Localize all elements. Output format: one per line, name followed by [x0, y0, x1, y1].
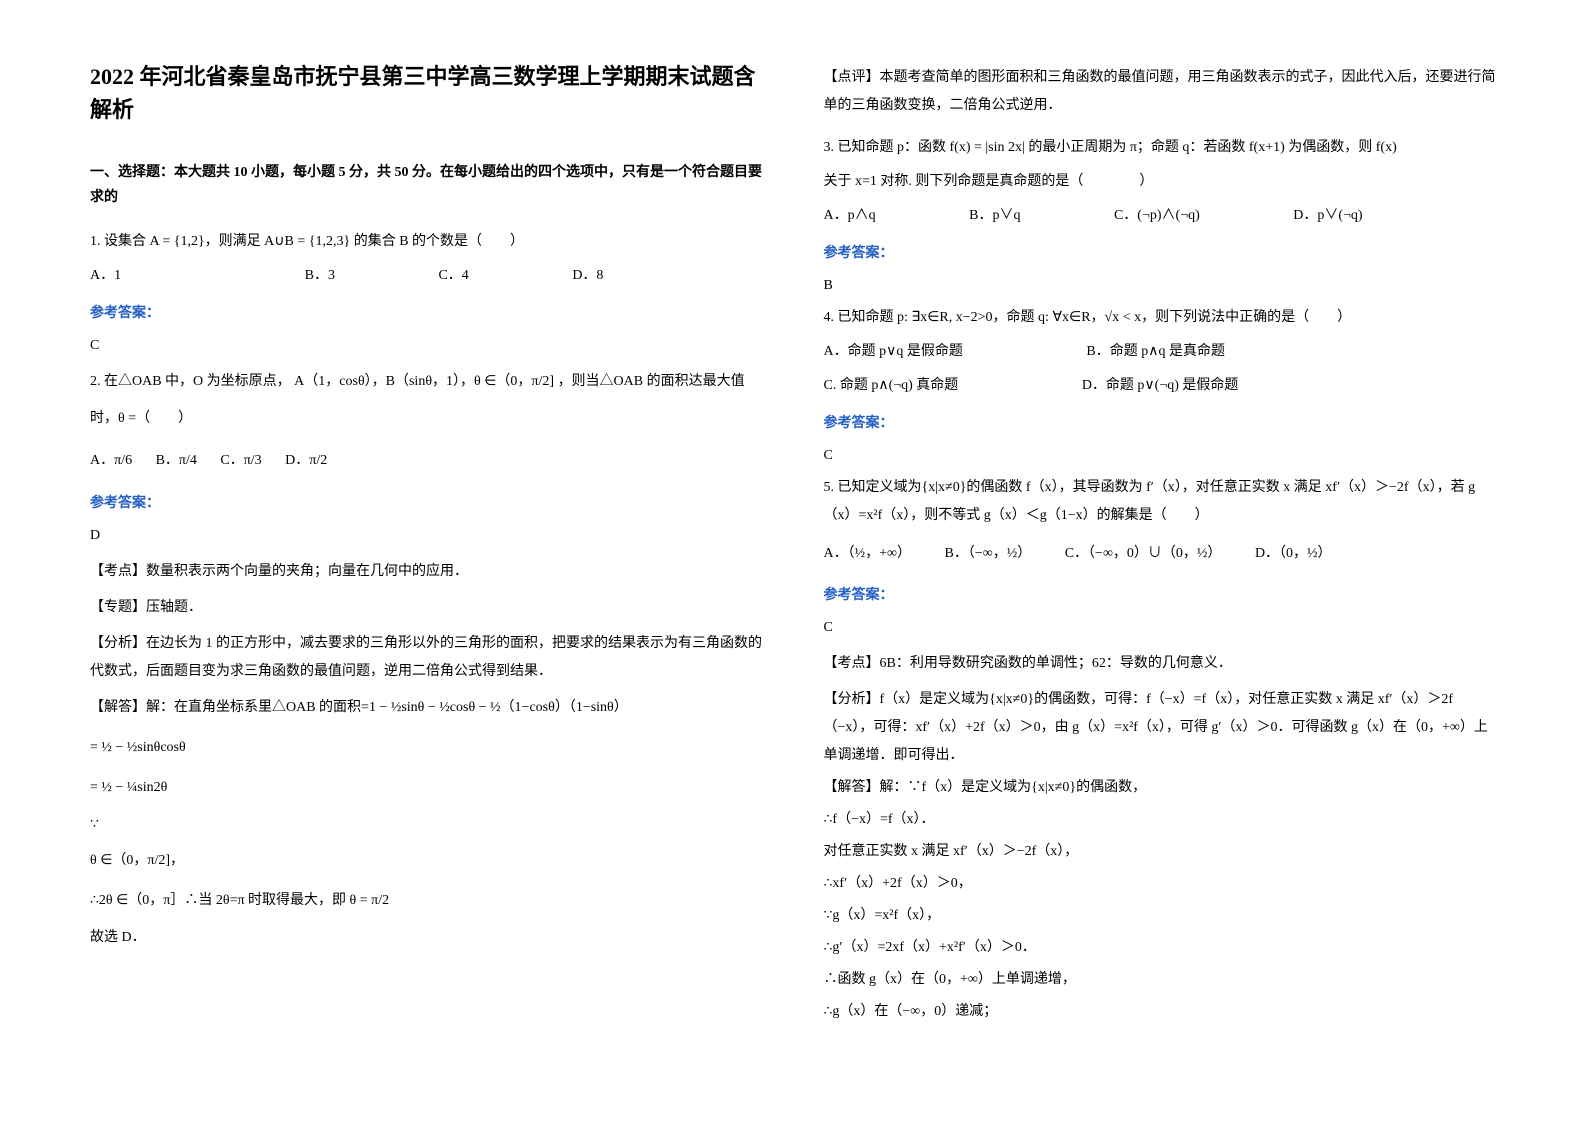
- q2-fenxi: 【分析】在边长为 1 的正方形中，减去要求的三角形以外的三角形的面积，把要求的结…: [90, 630, 764, 686]
- q5-opt-d: D．（0，½）: [1255, 536, 1332, 572]
- q1-opt-d: D．8: [572, 262, 603, 290]
- q5-jieda-7: ∴函数 g（x）在（0，+∞）上单调递增，: [824, 966, 1498, 994]
- q2-stem: 2. 在△OAB 中，O 为坐标原点， A（1，cosθ），B（sinθ，1），…: [90, 364, 764, 437]
- q4-answer-label: 参考答案：: [824, 412, 1498, 432]
- zhuanti-label: 【专题】: [90, 600, 146, 615]
- dianping-label: 【点评】: [824, 70, 880, 85]
- q5-opt-a: A．（½，+∞）: [824, 536, 912, 572]
- q5-jieda-2: ∴f（−x）=f（x）．: [824, 806, 1498, 834]
- q4-opt-c: C. 命题 p∧(¬q) 真命题: [824, 372, 959, 400]
- q2-opt-b: B．π/4: [156, 443, 197, 479]
- kaodian-label-5: 【考点】: [824, 656, 880, 671]
- kaodian-label: 【考点】: [90, 564, 146, 579]
- q1-stem: 1. 设集合 A = {1,2}，则满足 A∪B = {1,2,3} 的集合 B…: [90, 228, 764, 256]
- q2-zhuanti: 【专题】压轴题．: [90, 594, 764, 622]
- q4-options-row1: A．命题 p∨q 是假命题 B．命题 p∧q 是真命题: [824, 338, 1498, 366]
- q2-opt-a: A．π/6: [90, 443, 132, 479]
- q4-opt-b: B．命题 p∧q 是真命题: [1086, 338, 1225, 366]
- q1-opt-b: B．3: [305, 262, 335, 290]
- kaodian-text: 数量积表示两个向量的夹角；向量在几何中的应用．: [146, 564, 468, 579]
- q3-opt-b: B．p∨q: [969, 202, 1020, 230]
- q5-stem: 5. 已知定义域为{x|x≠0}的偶函数 f（x），其导函数为 f′（x），对任…: [824, 474, 1498, 530]
- q3-opt-a: A．p∧q: [824, 202, 876, 230]
- q1-answer: C: [90, 332, 764, 360]
- q3-options: A．p∧q B．p∨q C．(¬p)∧(¬q) D．p∨(¬q): [824, 202, 1498, 230]
- q3-answer-label: 参考答案：: [824, 242, 1498, 262]
- left-column: 2022 年河北省秦皇岛市抚宁县第三中学高三数学理上学期期末试题含解析 一、选择…: [90, 60, 764, 1062]
- q5-options: A．（½，+∞） B．（−∞，½） C．（−∞，0）∪（0，½） D．（0，½）: [824, 536, 1498, 572]
- q1-opt-c: C．4: [438, 262, 468, 290]
- q5-opt-b: B．（−∞，½）: [945, 536, 1032, 572]
- q2-kaodian: 【考点】数量积表示两个向量的夹角；向量在几何中的应用．: [90, 558, 764, 586]
- jieda-t1: 解：在直角坐标系里△OAB 的面积=1 − ½sinθ − ½cosθ − ½（…: [146, 700, 628, 715]
- q3-stem-a: 3. 已知命题 p：函数 f(x) = |sin 2x| 的最小正周期为 π；命…: [824, 134, 1498, 162]
- q4-answer: C: [824, 442, 1498, 470]
- q2-jieda-3: = ½ − ¼sin2θ: [90, 770, 764, 806]
- q4-stem: 4. 已知命题 p: ∃x∈R, x−2>0，命题 q: ∀x∈R，√x < x…: [824, 304, 1498, 332]
- q4-options-row2: C. 命题 p∧(¬q) 真命题 D．命题 p∨(¬q) 是假命题: [824, 372, 1498, 400]
- right-column: 【点评】本题考查简单的图形面积和三角函数的最值问题，用三角函数表示的式子，因此代…: [824, 60, 1498, 1062]
- q2-answer: D: [90, 522, 764, 550]
- q2-answer-label: 参考答案：: [90, 492, 764, 512]
- jieda-label: 【解答】: [90, 700, 146, 715]
- q5-answer-label: 参考答案：: [824, 584, 1498, 604]
- q1-options: A．1 B．3 C．4 D．8: [90, 262, 764, 290]
- q2-jieda-4: ∵: [90, 811, 764, 839]
- q3-opt-c: C．(¬p)∧(¬q): [1114, 202, 1200, 230]
- q5-jieda-8: ∴g（x）在（−∞，0）递减；: [824, 998, 1498, 1026]
- q5-jieda-1: 【解答】解：∵f（x）是定义域为{x|x≠0}的偶函数，: [824, 774, 1498, 802]
- q3-opt-d: D．p∨(¬q): [1293, 202, 1362, 230]
- fenxi-text: 在边长为 1 的正方形中，减去要求的三角形以外的三角形的面积，把要求的结果表示为…: [90, 636, 762, 679]
- jieda-label-5: 【解答】: [824, 780, 880, 795]
- zhuanti-text: 压轴题．: [146, 600, 202, 615]
- q2-jieda-7: 故选 D．: [90, 924, 764, 952]
- section-1-heading: 一、选择题：本大题共 10 小题，每小题 5 分，共 50 分。在每小题给出的四…: [90, 160, 764, 210]
- q2-jieda-5: θ ∈（0，π/2]，: [90, 843, 764, 879]
- q5-jieda-3: 对任意正实数 x 满足 xf′（x）＞−2f（x），: [824, 838, 1498, 866]
- q5-jieda-6: ∴g′（x）=2xf（x）+x²f′（x）＞0．: [824, 934, 1498, 962]
- q4-opt-a: A．命题 p∨q 是假命题: [824, 338, 963, 366]
- q2-options: A．π/6 B．π/4 C．π/3 D．π/2: [90, 443, 764, 479]
- q2-dianping: 【点评】本题考查简单的图形面积和三角函数的最值问题，用三角函数表示的式子，因此代…: [824, 64, 1498, 120]
- fenxi-label-5: 【分析】: [824, 692, 880, 707]
- q2-stem-b: A（1，cosθ），B（sinθ，1），θ ∈（0，π/2]: [294, 374, 554, 389]
- q5-fenxi: 【分析】f（x）是定义域为{x|x≠0}的偶函数，可得：f（−x）=f（x），对…: [824, 686, 1498, 770]
- q5-jieda-4: ∴xf′（x）+2f（x）＞0，: [824, 870, 1498, 898]
- q1-answer-label: 参考答案：: [90, 302, 764, 322]
- fenxi-text-5: f（x）是定义域为{x|x≠0}的偶函数，可得：f（−x）=f（x），对任意正实…: [824, 692, 1488, 763]
- kaodian-text-5: 6B：利用导数研究函数的单调性；62：导数的几何意义．: [880, 656, 1232, 671]
- q2-opt-d: D．π/2: [285, 443, 327, 479]
- q2-jieda-2: = ½ − ½sinθcosθ: [90, 730, 764, 766]
- q4-opt-d: D．命题 p∨(¬q) 是假命题: [1082, 372, 1239, 400]
- q2-jieda-6: ∴2θ ∈（0，π］∴当 2θ=π 时取得最大，即 θ = π/2: [90, 883, 764, 919]
- q3-stem-b: 关于 x=1 对称. 则下列命题是真命题的是（ ）: [824, 168, 1498, 196]
- jieda5-t1: 解：∵f（x）是定义域为{x|x≠0}的偶函数，: [880, 780, 1147, 795]
- q1-opt-a: A．1: [90, 262, 121, 290]
- q2-stem-a: 2. 在△OAB 中，O 为坐标原点，: [90, 374, 291, 389]
- q3-answer: B: [824, 272, 1498, 300]
- q2-jieda-1: 【解答】解：在直角坐标系里△OAB 的面积=1 − ½sinθ − ½cosθ …: [90, 690, 764, 726]
- q5-jieda-5: ∵g（x）=x²f（x），: [824, 902, 1498, 930]
- page-title: 2022 年河北省秦皇岛市抚宁县第三中学高三数学理上学期期末试题含解析: [90, 60, 764, 126]
- fenxi-label: 【分析】: [90, 636, 146, 651]
- q2-opt-c: C．π/3: [220, 443, 261, 479]
- q5-answer: C: [824, 614, 1498, 642]
- q5-kaodian: 【考点】6B：利用导数研究函数的单调性；62：导数的几何意义．: [824, 650, 1498, 678]
- dianping-text: 本题考查简单的图形面积和三角函数的最值问题，用三角函数表示的式子，因此代入后，还…: [824, 70, 1496, 113]
- q5-opt-c: C．（−∞，0）∪（0，½）: [1065, 536, 1222, 572]
